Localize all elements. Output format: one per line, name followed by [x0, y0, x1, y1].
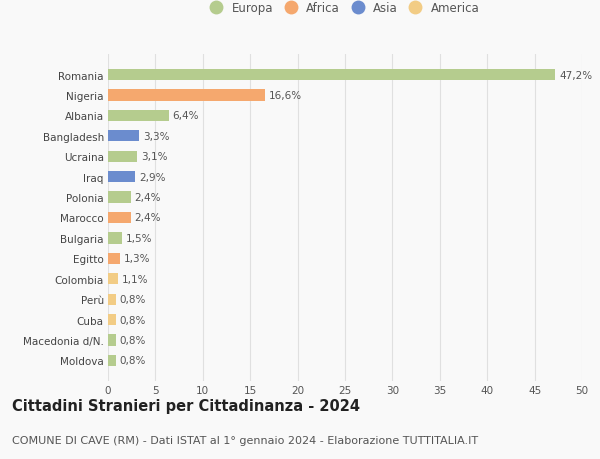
Text: 2,4%: 2,4%	[134, 193, 161, 203]
Bar	[108, 111, 169, 122]
Bar	[108, 172, 136, 183]
Text: 0,8%: 0,8%	[119, 356, 146, 365]
Text: 3,3%: 3,3%	[143, 132, 170, 141]
Bar	[108, 274, 118, 285]
Text: 1,3%: 1,3%	[124, 254, 151, 264]
Text: 1,5%: 1,5%	[126, 233, 152, 243]
Bar	[108, 253, 121, 264]
Text: COMUNE DI CAVE (RM) - Dati ISTAT al 1° gennaio 2024 - Elaborazione TUTTITALIA.IT: COMUNE DI CAVE (RM) - Dati ISTAT al 1° g…	[12, 435, 478, 445]
Bar	[108, 90, 265, 101]
Text: 0,8%: 0,8%	[119, 295, 146, 304]
Text: Cittadini Stranieri per Cittadinanza - 2024: Cittadini Stranieri per Cittadinanza - 2…	[12, 398, 360, 413]
Bar	[108, 131, 139, 142]
Text: 16,6%: 16,6%	[269, 91, 302, 101]
Bar	[108, 192, 131, 203]
Text: 3,1%: 3,1%	[141, 152, 167, 162]
Text: 47,2%: 47,2%	[559, 71, 592, 80]
Bar	[108, 151, 137, 162]
Bar	[108, 70, 556, 81]
Text: 1,1%: 1,1%	[122, 274, 149, 284]
Bar	[108, 233, 122, 244]
Text: 0,8%: 0,8%	[119, 335, 146, 345]
Text: 0,8%: 0,8%	[119, 315, 146, 325]
Bar	[108, 314, 116, 325]
Text: 2,9%: 2,9%	[139, 172, 166, 182]
Text: 6,4%: 6,4%	[172, 111, 199, 121]
Bar	[108, 355, 116, 366]
Bar	[108, 335, 116, 346]
Text: 2,4%: 2,4%	[134, 213, 161, 223]
Bar	[108, 294, 116, 305]
Legend: Europa, Africa, Asia, America: Europa, Africa, Asia, America	[211, 2, 479, 15]
Bar	[108, 213, 131, 224]
